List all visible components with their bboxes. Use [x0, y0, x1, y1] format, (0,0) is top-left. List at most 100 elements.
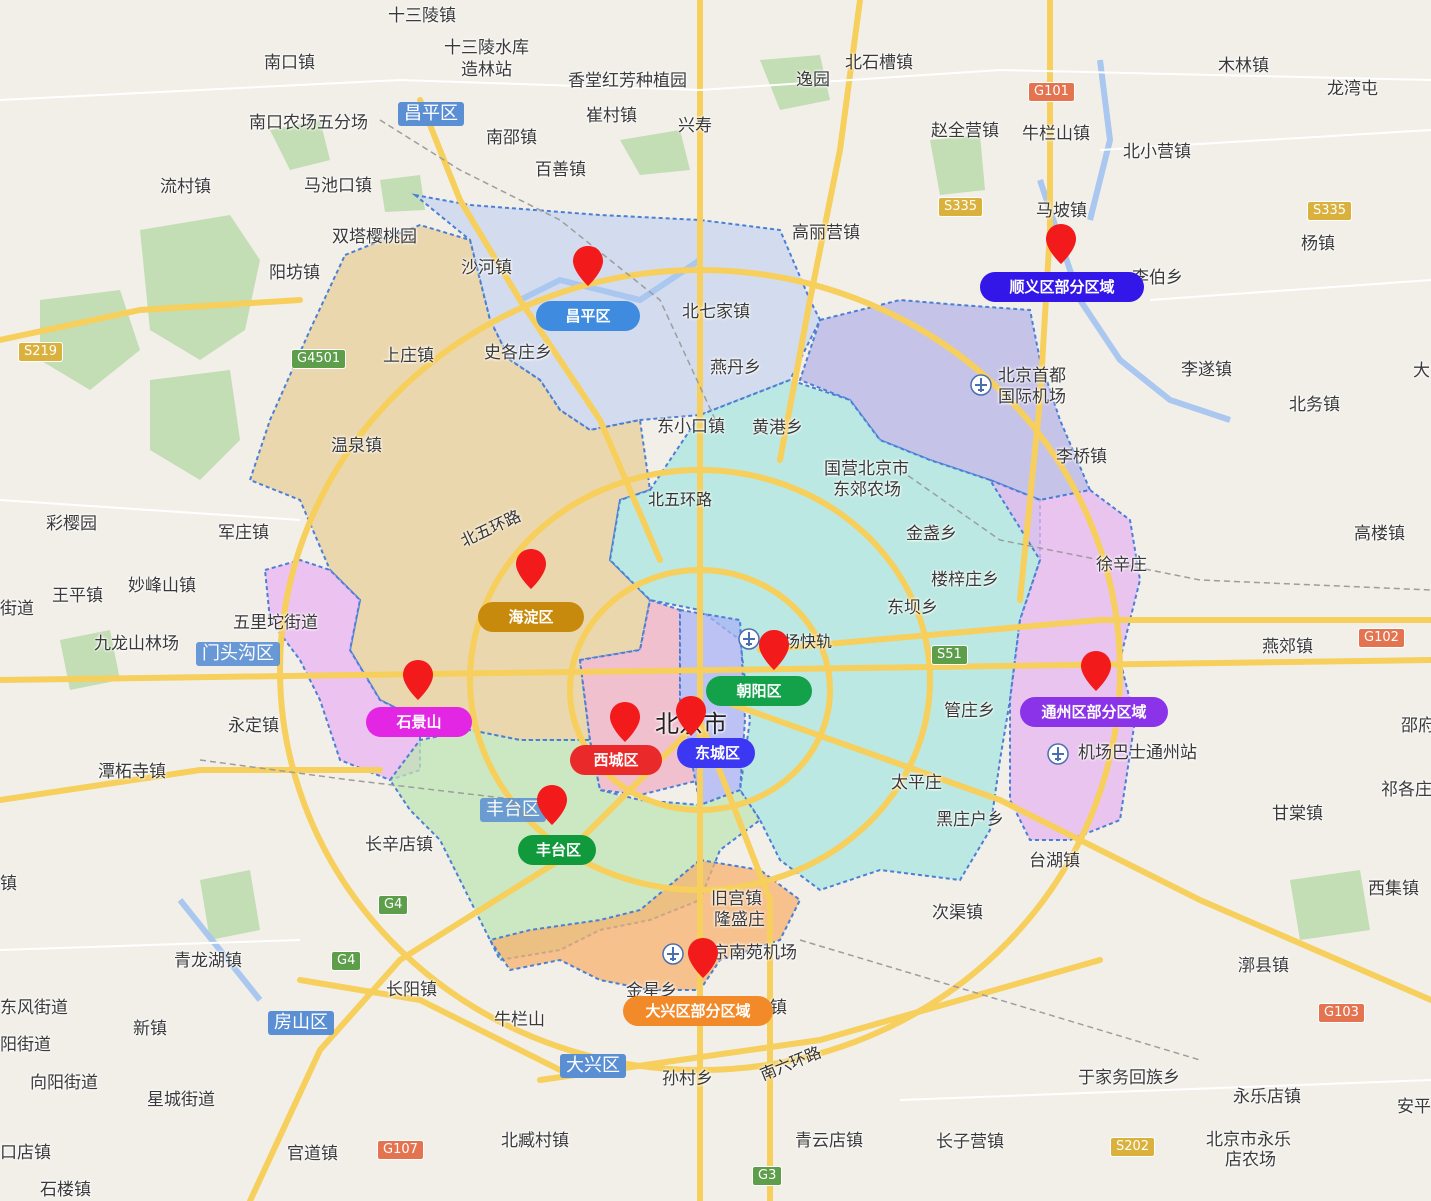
place-label: 南邵镇 [486, 128, 537, 148]
place-label: 青云店镇 [795, 1131, 863, 1151]
marker-pin-shijingshan[interactable] [401, 658, 435, 702]
shield-s335-a: S335 [938, 197, 984, 217]
place-label: 长阳镇 [386, 980, 437, 1000]
marker-pin-tongzhou[interactable] [1079, 649, 1113, 693]
district-tag-changping: 昌平区 [398, 102, 464, 126]
place-label: 杨镇 [1301, 234, 1335, 254]
place-label: 崔村镇 [586, 106, 637, 126]
place-label: 新镇 [133, 1019, 167, 1039]
daxing-polygon [488, 858, 802, 991]
place-label: 上庄镇 [383, 346, 434, 366]
place-label: 甘棠镇 [1272, 804, 1323, 824]
place-label: 北京首都 [998, 366, 1066, 386]
place-label: 向阳街道 [30, 1073, 98, 1093]
place-label: 潭柘寺镇 [98, 762, 166, 782]
place-label: 香堂红芳种植园 [568, 71, 687, 91]
shield-g102: G102 [1358, 628, 1405, 648]
place-label: 赵全营镇 [931, 121, 999, 141]
place-label: 安平 [1397, 1097, 1431, 1117]
place-label: 阳街道 [0, 1035, 51, 1055]
marker-pin-xicheng[interactable] [608, 700, 642, 744]
road-name-airport-express: 场快轨 [784, 632, 833, 651]
shield-s202: S202 [1110, 1137, 1156, 1157]
marker-label-dongcheng[interactable]: 东城区 [677, 738, 755, 768]
marker-label-xicheng[interactable]: 西城区 [570, 745, 662, 775]
place-label: 石楼镇 [40, 1180, 91, 1200]
marker-label-shunyi[interactable]: 顺义区部分区域 [980, 272, 1144, 302]
place-label: 流村镇 [160, 177, 211, 197]
place-label: 彩樱园 [46, 514, 97, 534]
airport-icon [738, 628, 760, 650]
place-label: 国际机场 [998, 387, 1066, 407]
place-label: 双塔樱桃园 [332, 227, 417, 247]
place-label: 大 [1413, 361, 1430, 381]
place-label: 于家务回族乡 [1078, 1068, 1180, 1088]
marker-pin-daxing[interactable] [686, 936, 720, 980]
place-label: 王平镇 [52, 586, 103, 606]
place-label: 黄港乡 [752, 418, 803, 438]
place-label: 逸园 [796, 70, 830, 90]
marker-pin-changping[interactable] [571, 244, 605, 288]
place-label: 镇 [770, 998, 787, 1018]
airport-icon [662, 943, 684, 965]
marker-label-chaoyang[interactable]: 朝阳区 [706, 676, 812, 706]
rail-lines [199, 119, 1431, 1061]
place-label: 北臧村镇 [501, 1131, 569, 1151]
marker-pin-fengtai[interactable] [535, 783, 569, 827]
place-label: 马池口镇 [304, 176, 372, 196]
place-label: 邵府 [1401, 716, 1431, 736]
marker-pin-chaoyang[interactable] [757, 628, 791, 672]
place-label: 青龙湖镇 [174, 951, 242, 971]
district-tag-fengtai: 丰台区 [480, 798, 546, 822]
marker-pin-haidian[interactable] [514, 547, 548, 591]
marker-label-changping[interactable]: 昌平区 [536, 301, 640, 331]
place-label: 百善镇 [535, 160, 586, 180]
place-label: 东郊农场 [833, 480, 901, 500]
place-label: 李桥镇 [1056, 447, 1107, 467]
marker-label-fengtai[interactable]: 丰台区 [518, 835, 596, 865]
marker-pin-dongcheng[interactable] [674, 694, 708, 738]
place-label: 徐辛庄 [1096, 555, 1147, 575]
place-label: 十三陵镇 [388, 6, 456, 26]
place-label: 太平庄 [891, 773, 942, 793]
marker-label-daxing[interactable]: 大兴区部分区域 [623, 996, 773, 1026]
shield-g103: G103 [1318, 1003, 1365, 1023]
place-label: 隆盛庄 [714, 910, 765, 930]
place-label: 北京市永乐 [1206, 1130, 1291, 1150]
shield-s219: S219 [18, 342, 64, 362]
place-label: 军庄镇 [218, 523, 269, 543]
shield-g4-a: G4 [378, 895, 409, 915]
minor-roads [0, 68, 1431, 1101]
place-label: 西集镇 [1368, 879, 1419, 899]
place-label: 牛栏山 [494, 1010, 545, 1030]
place-label: 黑庄户乡 [936, 810, 1004, 830]
shield-s51: S51 [931, 645, 968, 665]
place-label: 阳坊镇 [269, 263, 320, 283]
place-label: 金盏乡 [906, 524, 957, 544]
place-label: 旧宫镇 [711, 889, 762, 909]
shield-g107: G107 [377, 1140, 424, 1160]
place-label: 台湖镇 [1029, 851, 1080, 871]
place-label: 史各庄乡 [484, 343, 552, 363]
place-label: 造林站 [461, 60, 512, 80]
place-label: 李遂镇 [1181, 360, 1232, 380]
place-label: 永乐店镇 [1233, 1087, 1301, 1107]
place-label: 兴寿 [678, 116, 712, 136]
place-label: 燕郊镇 [1262, 637, 1313, 657]
place-label: 店农场 [1225, 1150, 1276, 1170]
place-label: 南口镇 [264, 53, 315, 73]
place-label: 北石槽镇 [845, 53, 913, 73]
place-label: 高丽营镇 [792, 223, 860, 243]
place-label: 北小营镇 [1123, 142, 1191, 162]
marker-pin-shunyi[interactable] [1044, 222, 1078, 266]
shield-s335-b: S335 [1307, 201, 1353, 221]
place-label: 南口农场五分场 [249, 113, 368, 133]
place-label: 官道镇 [287, 1144, 338, 1164]
place-label: 北务镇 [1289, 395, 1340, 415]
marker-label-tongzhou[interactable]: 通州区部分区域 [1020, 697, 1168, 727]
marker-label-shijingshan[interactable]: 石景山 [366, 707, 472, 737]
district-tag-mentougou: 门头沟区 [196, 642, 280, 666]
marker-label-haidian[interactable]: 海淀区 [478, 602, 584, 632]
place-label: 机场巴士通州站 [1078, 743, 1197, 763]
